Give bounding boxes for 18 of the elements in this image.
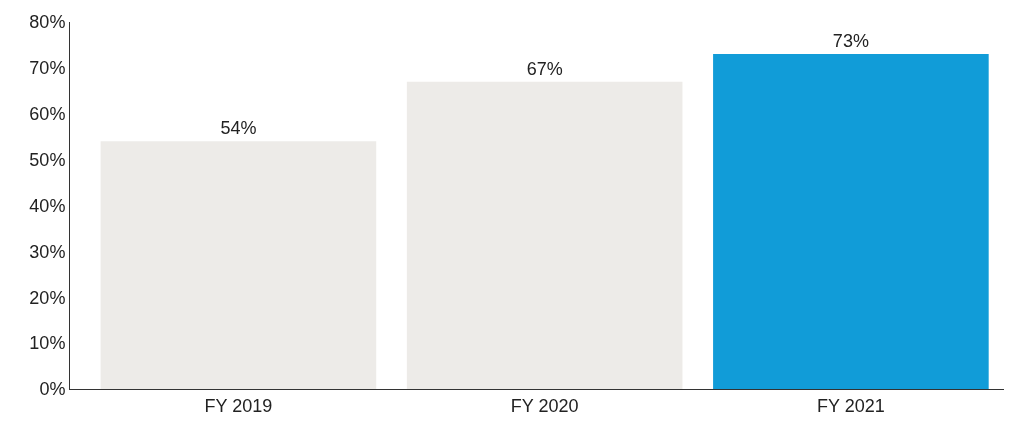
data-label: 54% — [220, 118, 257, 139]
y-tick-label: 30% — [29, 241, 66, 262]
bar — [406, 81, 683, 389]
data-label: 67% — [526, 58, 563, 79]
y-tick-label: 0% — [39, 379, 66, 400]
y-tick-label: 10% — [29, 333, 66, 354]
x-tick-label: FY 2020 — [510, 395, 579, 416]
y-tick-label: 50% — [29, 149, 66, 170]
x-tick-label: FY 2021 — [817, 395, 885, 416]
y-tick-label: 70% — [29, 58, 66, 79]
y-tick-label: 20% — [29, 287, 66, 308]
y-tick-label: 40% — [29, 195, 66, 216]
bar — [713, 54, 989, 389]
y-tick-label: 60% — [29, 104, 66, 125]
x-tick-label: FY 2019 — [204, 395, 273, 416]
data-label: 73% — [832, 31, 869, 52]
y-tick-label: 80% — [29, 12, 66, 33]
bar — [100, 141, 377, 389]
